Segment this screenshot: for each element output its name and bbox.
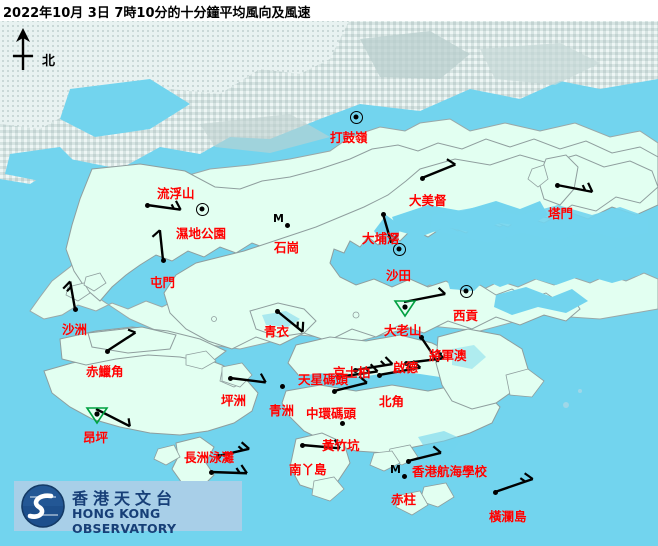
north-arrow-icon (13, 28, 33, 70)
station-dot-icon (284, 222, 290, 228)
wind-barb (407, 445, 442, 463)
station-label-6: 大埔滘 (362, 231, 400, 246)
wind-barb (62, 280, 77, 310)
wind-barb-layer (62, 158, 594, 494)
map-canvas: 打鼓嶺流浮山濕地公園 M 石崗 大美督塔門大埔滘沙田 屯門沙洲赤鱲角昂坪 坪洲 青衣 大老山 西… (0, 19, 658, 546)
station-dot-icon (380, 211, 386, 217)
wind-barb (333, 375, 368, 393)
station-label-4: 大美督 (409, 193, 447, 208)
hk-landmasses (43, 138, 658, 516)
station-label-0: 打鼓嶺 (330, 130, 368, 145)
wind-barb (405, 350, 445, 365)
page-title: 2022年10月 3日 7時10分的十分鐘平均風向及風速 (3, 6, 311, 21)
wind-barb (378, 359, 422, 377)
wind-barb (301, 439, 341, 450)
station-label-10: 赤鱲角 (86, 364, 124, 379)
wind-barb (421, 158, 456, 180)
station-label-7: 沙田 (386, 268, 412, 283)
hko-swirl-logo (21, 484, 65, 528)
station-label-21: 中環碼頭 (306, 406, 357, 421)
wind-barb (106, 328, 137, 353)
wind-barb (217, 441, 250, 458)
wind-barb (95, 407, 131, 428)
station-label-5: 塔門 (548, 206, 574, 221)
station-dot-icon (104, 348, 110, 354)
station-label-16: 將軍澳 (429, 348, 467, 363)
station-ring-icon (459, 284, 473, 298)
station-label-19: 天星碼頭 (298, 372, 349, 387)
station-triangle-icon (393, 300, 417, 318)
station-dot-icon (72, 306, 78, 312)
station-dot-icon (331, 388, 337, 394)
station-label-17: 京士柏 (333, 365, 371, 380)
station-label-9: 沙洲 (62, 322, 88, 337)
station-label-29: 橫瀾島 (489, 509, 527, 524)
station-label-28: 赤柱 (391, 492, 417, 507)
station-label-26: 南丫島 (289, 462, 327, 477)
station-ring-icon (195, 202, 209, 216)
station-label-14: 大老山 (384, 323, 422, 338)
station-label-11: 昂坪 (83, 430, 109, 445)
mainland-china-area (0, 19, 658, 184)
station-dot-icon (376, 372, 382, 378)
station-label-12: 坪洲 (221, 393, 247, 408)
station-label-13: 青衣 (264, 324, 290, 339)
north-label: 北 (42, 54, 56, 69)
station-dot-icon (144, 202, 150, 208)
station-dot-icon (299, 442, 305, 448)
station-dot-icon (492, 489, 498, 495)
wind-barb (151, 229, 165, 261)
wind-barb (494, 472, 534, 494)
station-label-22: 青洲 (269, 403, 295, 418)
station-dot-icon (403, 360, 409, 366)
wind-barb (337, 363, 379, 379)
station-dot-icon (554, 182, 560, 188)
compass-north-indicator: 北 (8, 26, 70, 74)
wind-barb (381, 213, 399, 244)
station-dot-icon (279, 383, 285, 389)
station-label-24: 長洲泳灘 (184, 450, 235, 465)
maintenance-m-icon: M (390, 463, 401, 476)
wind-barb (229, 373, 267, 384)
station-label-23: 黃竹坑 (322, 438, 360, 453)
station-dot-icon (215, 453, 221, 459)
station-dot-icon (335, 374, 341, 380)
maintenance-m-icon: M (273, 212, 284, 225)
station-dot-icon (405, 458, 411, 464)
station-label-1: 流浮山 (157, 186, 195, 201)
logo-chinese-name: 香港天文台 (72, 489, 178, 508)
station-ring-icon (349, 110, 363, 124)
station-dot-icon (160, 257, 166, 263)
hko-logo: 香港天文台 HONG KONG OBSERVATORY (14, 481, 242, 536)
station-dot-icon (401, 473, 407, 479)
station-dot-icon (208, 469, 214, 475)
station-dot-icon (227, 375, 233, 381)
wind-barb (146, 200, 182, 211)
station-label-3: 石崗 (274, 240, 300, 255)
station-dot-icon (339, 420, 345, 426)
station-label-18: 啟德 (393, 360, 419, 375)
station-dot-icon (274, 308, 280, 314)
title-band: 2022年10月 3日 7時10分的十分鐘平均風向及風速 (0, 0, 658, 21)
hong-kong-map-svg (0, 19, 658, 546)
station-ring-icon (392, 242, 406, 256)
station-label-8: 屯門 (150, 275, 176, 290)
station-triangle-icon (85, 407, 109, 425)
station-label-20: 北角 (379, 394, 405, 409)
station-label-2: 濕地公園 (176, 226, 227, 241)
wind-barb (556, 182, 594, 194)
station-label-15: 西貢 (453, 308, 479, 323)
logo-english-name: HONG KONG OBSERVATORY (72, 506, 177, 536)
station-dot-icon (418, 334, 424, 340)
station-dot-icon (419, 175, 425, 181)
station-label-27: 香港航海學校 (412, 464, 488, 479)
station-dot-icon (352, 367, 358, 373)
wind-barb (276, 310, 305, 333)
wind-barb (210, 464, 248, 475)
